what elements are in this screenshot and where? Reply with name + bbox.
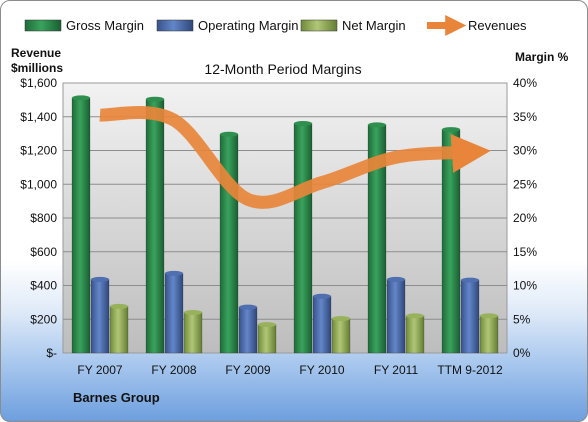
- right-tick-label: 15%: [513, 245, 537, 259]
- bar-cap: [165, 270, 183, 276]
- right-tick-label: 30%: [513, 144, 537, 158]
- bar-cap: [72, 95, 90, 101]
- bars-group: [71, 95, 499, 354]
- legend-label: Operating Margin: [198, 18, 298, 33]
- bar-net-margin: [257, 324, 277, 354]
- bar-cap: [91, 276, 109, 282]
- left-tick-label: $-: [46, 346, 57, 360]
- bar-cap: [313, 293, 331, 299]
- bar-operating-margin: [312, 295, 332, 354]
- bar-cap: [387, 276, 405, 282]
- bar-cap: [461, 277, 479, 283]
- left-tick-label: $400: [30, 279, 57, 293]
- x-tick-label: FY 2010: [299, 363, 344, 377]
- bar-cap: [332, 316, 350, 322]
- x-tick-label: FY 2011: [374, 363, 419, 377]
- x-axis-labels: FY 2007 FY 2008 FY 2009 FY 2010 FY 2011 TTM 9…: [77, 363, 503, 377]
- bar-operating-margin: [164, 273, 184, 354]
- bar-cap: [184, 310, 202, 315]
- legend-swatch-operating-margin: [156, 19, 194, 32]
- bar-operating-margin: [238, 306, 258, 354]
- bar-operating-margin: [386, 279, 406, 354]
- bar-net-margin: [331, 318, 351, 354]
- bar-cap: [368, 122, 386, 128]
- bar-net-margin: [109, 306, 129, 354]
- legend-label: Net Margin: [342, 18, 406, 33]
- x-tick-label: FY 2007: [77, 363, 122, 377]
- x-tick-label: FY 2008: [151, 363, 196, 377]
- bar-cap: [480, 313, 498, 319]
- bar-gross-margin: [145, 98, 165, 354]
- x-tick-label: TTM 9-2012: [437, 363, 503, 377]
- right-tick-label: 40%: [513, 76, 537, 90]
- left-axis-label-line2: $millions: [11, 61, 63, 75]
- left-axis-ticks: $- $200 $400 $600 $800 $1,000 $1,200 $1,400 $1,6…: [20, 76, 57, 360]
- legend-swatch-gross-margin: [24, 19, 62, 32]
- bar-net-margin: [479, 315, 499, 354]
- bar-gross-margin: [71, 97, 91, 354]
- bar-gross-margin: [441, 129, 461, 354]
- legend-swatch-net-margin: [300, 19, 338, 32]
- left-tick-label: $200: [30, 312, 57, 326]
- company-label: Barnes Group: [73, 390, 160, 405]
- chart-title: 12-Month Period Margins: [204, 61, 361, 77]
- legend-label: Gross Margin: [66, 18, 144, 33]
- bar-gross-margin: [293, 123, 313, 354]
- right-axis-label: Margin %: [515, 50, 569, 64]
- left-tick-label: $1,600: [20, 76, 57, 90]
- right-tick-label: 0%: [513, 346, 531, 360]
- right-tick-label: 25%: [513, 177, 537, 191]
- bar-net-margin: [405, 315, 425, 354]
- left-tick-label: $1,000: [20, 177, 57, 191]
- bar-cap: [406, 313, 424, 319]
- x-tick-label: FY 2009: [225, 363, 270, 377]
- bar-cap: [220, 131, 238, 137]
- left-tick-label: $1,200: [20, 144, 57, 158]
- bar-cap: [258, 322, 276, 328]
- bar-cap: [110, 303, 128, 309]
- bar-operating-margin: [460, 279, 480, 354]
- bar-operating-margin: [90, 279, 110, 354]
- right-axis-ticks: 0% 5% 10% 15% 20% 25% 30% 35% 40%: [513, 76, 537, 360]
- bar-cap: [146, 96, 164, 102]
- left-tick-label: $800: [30, 211, 57, 225]
- bar-net-margin: [183, 312, 203, 354]
- left-axis-label-line1: Revenue: [11, 46, 61, 60]
- bar-cap: [442, 127, 460, 133]
- legend: Gross Margin Operating Margin Net Margin Re…: [24, 15, 527, 36]
- right-tick-label: 35%: [513, 110, 537, 124]
- revenue-line-group: [99, 106, 491, 209]
- left-tick-label: $1,400: [20, 110, 57, 124]
- bar-cap: [294, 121, 312, 126]
- right-tick-label: 5%: [513, 312, 531, 326]
- legend-label: Revenues: [468, 18, 527, 33]
- bar-cap: [239, 304, 257, 310]
- left-tick-label: $600: [30, 245, 57, 259]
- revenue-line: [99, 106, 491, 209]
- right-tick-label: 20%: [513, 211, 537, 225]
- right-tick-label: 10%: [513, 279, 537, 293]
